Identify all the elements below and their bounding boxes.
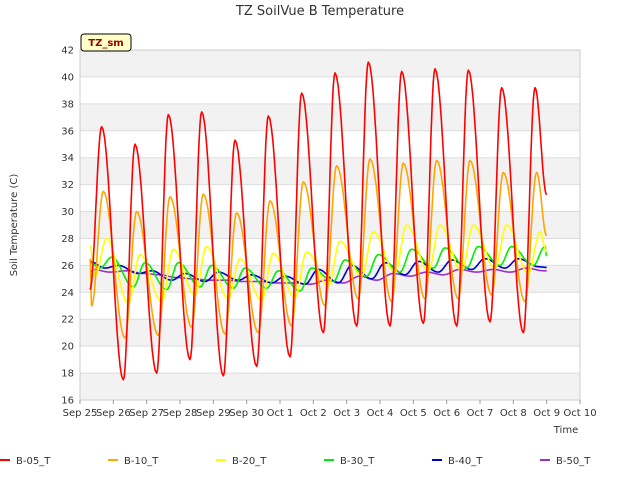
legend-item: B-40_T (432, 456, 483, 467)
legend-label: B-20_T (232, 456, 267, 467)
series-line-b-05-t (89, 61, 548, 381)
x-tick-label: Sep 25 (63, 408, 98, 419)
x-tick-label: Oct 8 (500, 408, 527, 419)
plot-band (80, 50, 580, 77)
legend-item: B-05_T (0, 456, 51, 467)
y-tick-label: 20 (61, 342, 74, 353)
x-tick-label: Oct 7 (467, 408, 494, 419)
x-tick-label: Sep 27 (129, 408, 164, 419)
x-tick-label: Oct 2 (300, 408, 327, 419)
x-tick-label: Sep 30 (229, 408, 264, 419)
y-tick-label: 28 (61, 234, 74, 245)
y-tick-label: 16 (61, 396, 74, 407)
legend-label: B-50_T (556, 456, 591, 467)
badge-box (80, 33, 132, 52)
x-tick-label: Sep 28 (163, 408, 198, 419)
y-tick-label: 42 (61, 46, 74, 57)
badge-label: TZ_sm (88, 38, 123, 49)
x-tick-label: Oct 10 (563, 408, 596, 419)
x-tick-label: Sep 29 (196, 408, 231, 419)
legend-item: B-20_T (216, 456, 267, 467)
legend-item: B-10_T (108, 456, 159, 467)
plot-band (80, 373, 580, 400)
legend-label: B-30_T (340, 456, 375, 467)
x-tick-label: Oct 6 (433, 408, 460, 419)
y-axis-ticks: 16 18 20 22 24 26 28 30 32 34 36 38 40 42 (61, 46, 74, 407)
y-tick-label: 18 (61, 369, 74, 380)
y-tick-label: 34 (61, 153, 74, 164)
legend-item: B-30_T (324, 456, 375, 467)
x-tick-label: Oct 1 (267, 408, 294, 419)
y-axis-label: Soil Temperature (C) (9, 174, 20, 277)
y-tick-label: 36 (61, 126, 74, 137)
series-lines (89, 61, 548, 381)
legend-label: B-40_T (448, 456, 483, 467)
x-tick-label: Sep 26 (96, 408, 131, 419)
plot-band (80, 211, 580, 239)
y-tick-label: 24 (61, 288, 74, 299)
plot-frame (79, 49, 581, 401)
legend-item: B-50_T (540, 456, 591, 467)
y-tick-label: 26 (61, 261, 74, 272)
x-tick-label: Oct 3 (333, 408, 360, 419)
x-tick-label: Oct 9 (533, 408, 560, 419)
chart-title: TZ SoilVue B Temperature (235, 4, 404, 19)
x-tick-label: Oct 5 (400, 408, 427, 419)
y-tick-label: 30 (61, 207, 74, 218)
y-tick-label: 22 (61, 315, 74, 326)
plot-band (80, 319, 580, 347)
x-tick-label: Oct 4 (367, 408, 394, 419)
badge: TZ_sm (80, 33, 132, 52)
plot-band (80, 103, 580, 131)
x-axis-label: Time (553, 425, 578, 436)
y-tick-label: 40 (61, 72, 74, 83)
legend-label: B-10_T (124, 456, 159, 467)
legend-label: B-05_T (16, 456, 51, 467)
y-tick-label: 32 (61, 180, 74, 191)
legend: B-05_T B-10_T B-20_T B-30_T B-40_T B-50_T (0, 456, 591, 467)
y-tick-label: 38 (61, 99, 74, 110)
